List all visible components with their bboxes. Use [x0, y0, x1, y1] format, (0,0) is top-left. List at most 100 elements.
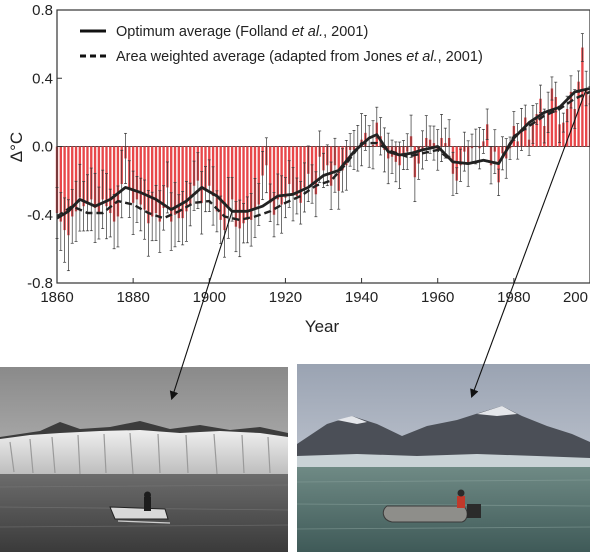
- anomaly-bar: [181, 146, 184, 219]
- error-bar: [93, 172, 97, 243]
- anomaly-bar: [238, 146, 241, 229]
- glacier-photo-2000: [297, 364, 590, 552]
- x-tick-label: 1980: [497, 289, 530, 306]
- area-weighted-average-line: [56, 90, 590, 222]
- anomaly-bar: [234, 146, 238, 227]
- error-bar: [398, 141, 402, 189]
- x-tick-label: 1880: [116, 289, 149, 306]
- anomaly-bar: [59, 146, 62, 222]
- x-tick-label: 1860: [40, 289, 73, 306]
- anomaly-bar: [230, 146, 234, 200]
- anomaly-bar: [74, 146, 78, 212]
- error-bar: [131, 170, 135, 235]
- error-bar: [588, 86, 590, 105]
- anomaly-bar: [253, 146, 257, 208]
- anomaly-bar: [147, 146, 150, 224]
- error-bar: [74, 180, 78, 242]
- y-tick-label: -0.8: [27, 275, 53, 292]
- y-tick-label: -0.4: [27, 207, 53, 224]
- anomaly-bar: [299, 146, 302, 203]
- x-axis-label: Year: [305, 317, 340, 336]
- legend-label: Area weighted average (adapted from Jone…: [116, 49, 483, 65]
- error-bar: [451, 151, 455, 196]
- error-bar: [154, 185, 158, 241]
- error-bar: [386, 132, 390, 185]
- error-bar: [104, 173, 108, 240]
- error-bar: [82, 181, 86, 232]
- error-bar: [101, 169, 105, 230]
- glacier-2000-image: [297, 364, 590, 552]
- anomaly-bar: [242, 146, 245, 224]
- anomaly-bar: [109, 146, 112, 214]
- error-bar: [318, 130, 322, 183]
- y-axis-ticks: 0.8 0.4 0.0 -0.4 -0.8: [27, 2, 62, 292]
- error-bar: [325, 144, 329, 187]
- error-bar: [139, 177, 143, 232]
- error-bar: [245, 196, 249, 244]
- error-bar: [238, 199, 242, 258]
- anomaly-bar: [185, 146, 188, 212]
- anomaly-bar: [135, 146, 139, 200]
- anomaly-bar: [116, 146, 120, 217]
- error-bar: [63, 197, 67, 263]
- error-bar: [409, 114, 413, 158]
- error-bar: [314, 171, 318, 218]
- error-bar: [299, 181, 303, 225]
- anomaly-bar: [158, 146, 161, 222]
- glacier-photo-1900: [0, 367, 288, 552]
- error-bar: [295, 177, 299, 215]
- error-bar: [394, 141, 398, 183]
- anomaly-bar: [154, 146, 158, 214]
- anomaly-bar: [189, 146, 192, 205]
- error-bar: [440, 114, 444, 162]
- error-bar: [379, 117, 383, 156]
- error-bar: [78, 163, 82, 232]
- error-bar: [337, 172, 341, 210]
- anomaly-bar: [257, 146, 260, 205]
- anomaly-bar: [139, 146, 142, 205]
- anomaly-bar: [67, 146, 70, 236]
- error-bar: [146, 190, 150, 257]
- error-bar: [382, 127, 386, 173]
- error-bar: [363, 115, 367, 151]
- anomaly-bar: [143, 146, 146, 210]
- error-bar: [360, 113, 364, 167]
- x-tick-label: 200: [563, 289, 588, 306]
- error-bar: [143, 179, 147, 240]
- x-tick-label: 1940: [345, 289, 378, 306]
- error-bar: [135, 175, 139, 223]
- error-bar: [280, 175, 284, 234]
- error-bar: [371, 120, 375, 170]
- y-tick-label: 0.4: [32, 70, 53, 87]
- error-bar: [192, 160, 196, 211]
- anomaly-bar: [162, 146, 165, 208]
- legend-label: Optimum average (Folland et al., 2001): [116, 24, 368, 40]
- x-tick-label: 1920: [269, 289, 302, 306]
- anomaly-bar: [246, 146, 249, 220]
- error-bar: [108, 188, 112, 238]
- error-bar: [344, 139, 348, 191]
- anomaly-bar: [276, 146, 279, 200]
- anomaly-bar: [219, 146, 222, 220]
- temperature-anomaly-chart: 1860 1880 1900 1920 1940 1960 1980 200 0.80.40.…: [7, 2, 590, 336]
- error-bar: [333, 137, 337, 193]
- error-bar: [196, 152, 200, 209]
- error-bar: [462, 131, 466, 172]
- legend-entry: Optimum average (Folland et al., 2001): [80, 24, 368, 40]
- error-bar: [120, 149, 124, 219]
- legend: Optimum average (Folland et al., 2001) Ar…: [80, 24, 483, 65]
- error-bar: [124, 132, 128, 184]
- error-bar: [261, 150, 265, 201]
- error-bar: [405, 133, 409, 170]
- error-bar: [89, 167, 93, 232]
- error-bar: [455, 167, 459, 194]
- error-bar: [150, 191, 154, 242]
- anomaly-bar: [272, 146, 276, 215]
- anomaly-bar: [150, 146, 154, 217]
- error-bar: [276, 173, 280, 226]
- error-bar: [306, 145, 310, 202]
- error-bar: [249, 193, 253, 247]
- error-bar: [459, 148, 463, 182]
- anomaly-bar: [314, 146, 318, 195]
- x-tick-label: 1900: [193, 289, 226, 306]
